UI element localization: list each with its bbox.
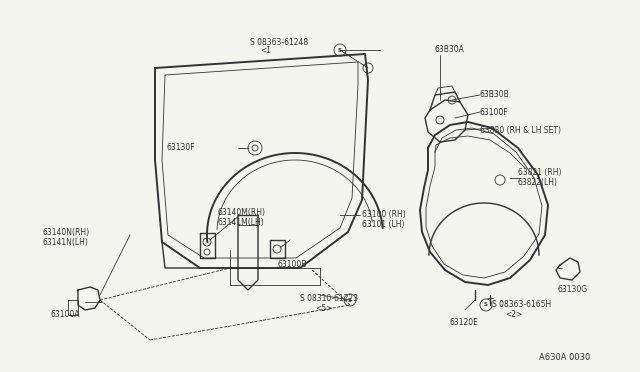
Text: 63B30A: 63B30A <box>435 45 465 54</box>
Text: 63140N(RH): 63140N(RH) <box>42 228 89 237</box>
Text: A630A 0030: A630A 0030 <box>539 353 590 362</box>
Text: 63130F: 63130F <box>166 143 195 152</box>
Text: S: S <box>338 48 342 52</box>
Text: <2>: <2> <box>505 310 522 319</box>
Text: 63830 (RH & LH SET): 63830 (RH & LH SET) <box>480 126 561 135</box>
Text: 63141M(LH): 63141M(LH) <box>218 218 265 227</box>
Text: 63140M(RH): 63140M(RH) <box>218 208 266 217</box>
Text: S 08363-6165H: S 08363-6165H <box>492 300 551 309</box>
Text: 63120E: 63120E <box>450 318 479 327</box>
Text: 63821 (RH): 63821 (RH) <box>518 168 561 177</box>
Text: 63B30B: 63B30B <box>480 90 509 99</box>
Text: 63130G: 63130G <box>558 285 588 294</box>
Text: 63141N(LH): 63141N(LH) <box>42 238 88 247</box>
Text: S 08363-61248: S 08363-61248 <box>250 38 308 47</box>
Text: 63822(LH): 63822(LH) <box>518 178 558 187</box>
Text: S: S <box>484 302 488 308</box>
Text: S 08310-61223: S 08310-61223 <box>300 294 358 303</box>
Text: <5>: <5> <box>315 304 332 313</box>
Text: 63100A: 63100A <box>50 310 79 319</box>
Text: 63100 (RH): 63100 (RH) <box>362 210 406 219</box>
Text: 63100B: 63100B <box>278 260 307 269</box>
Text: 63100F: 63100F <box>480 108 509 117</box>
Text: <1: <1 <box>260 46 271 55</box>
Text: S: S <box>348 298 352 302</box>
Text: 63101 (LH): 63101 (LH) <box>362 220 404 229</box>
